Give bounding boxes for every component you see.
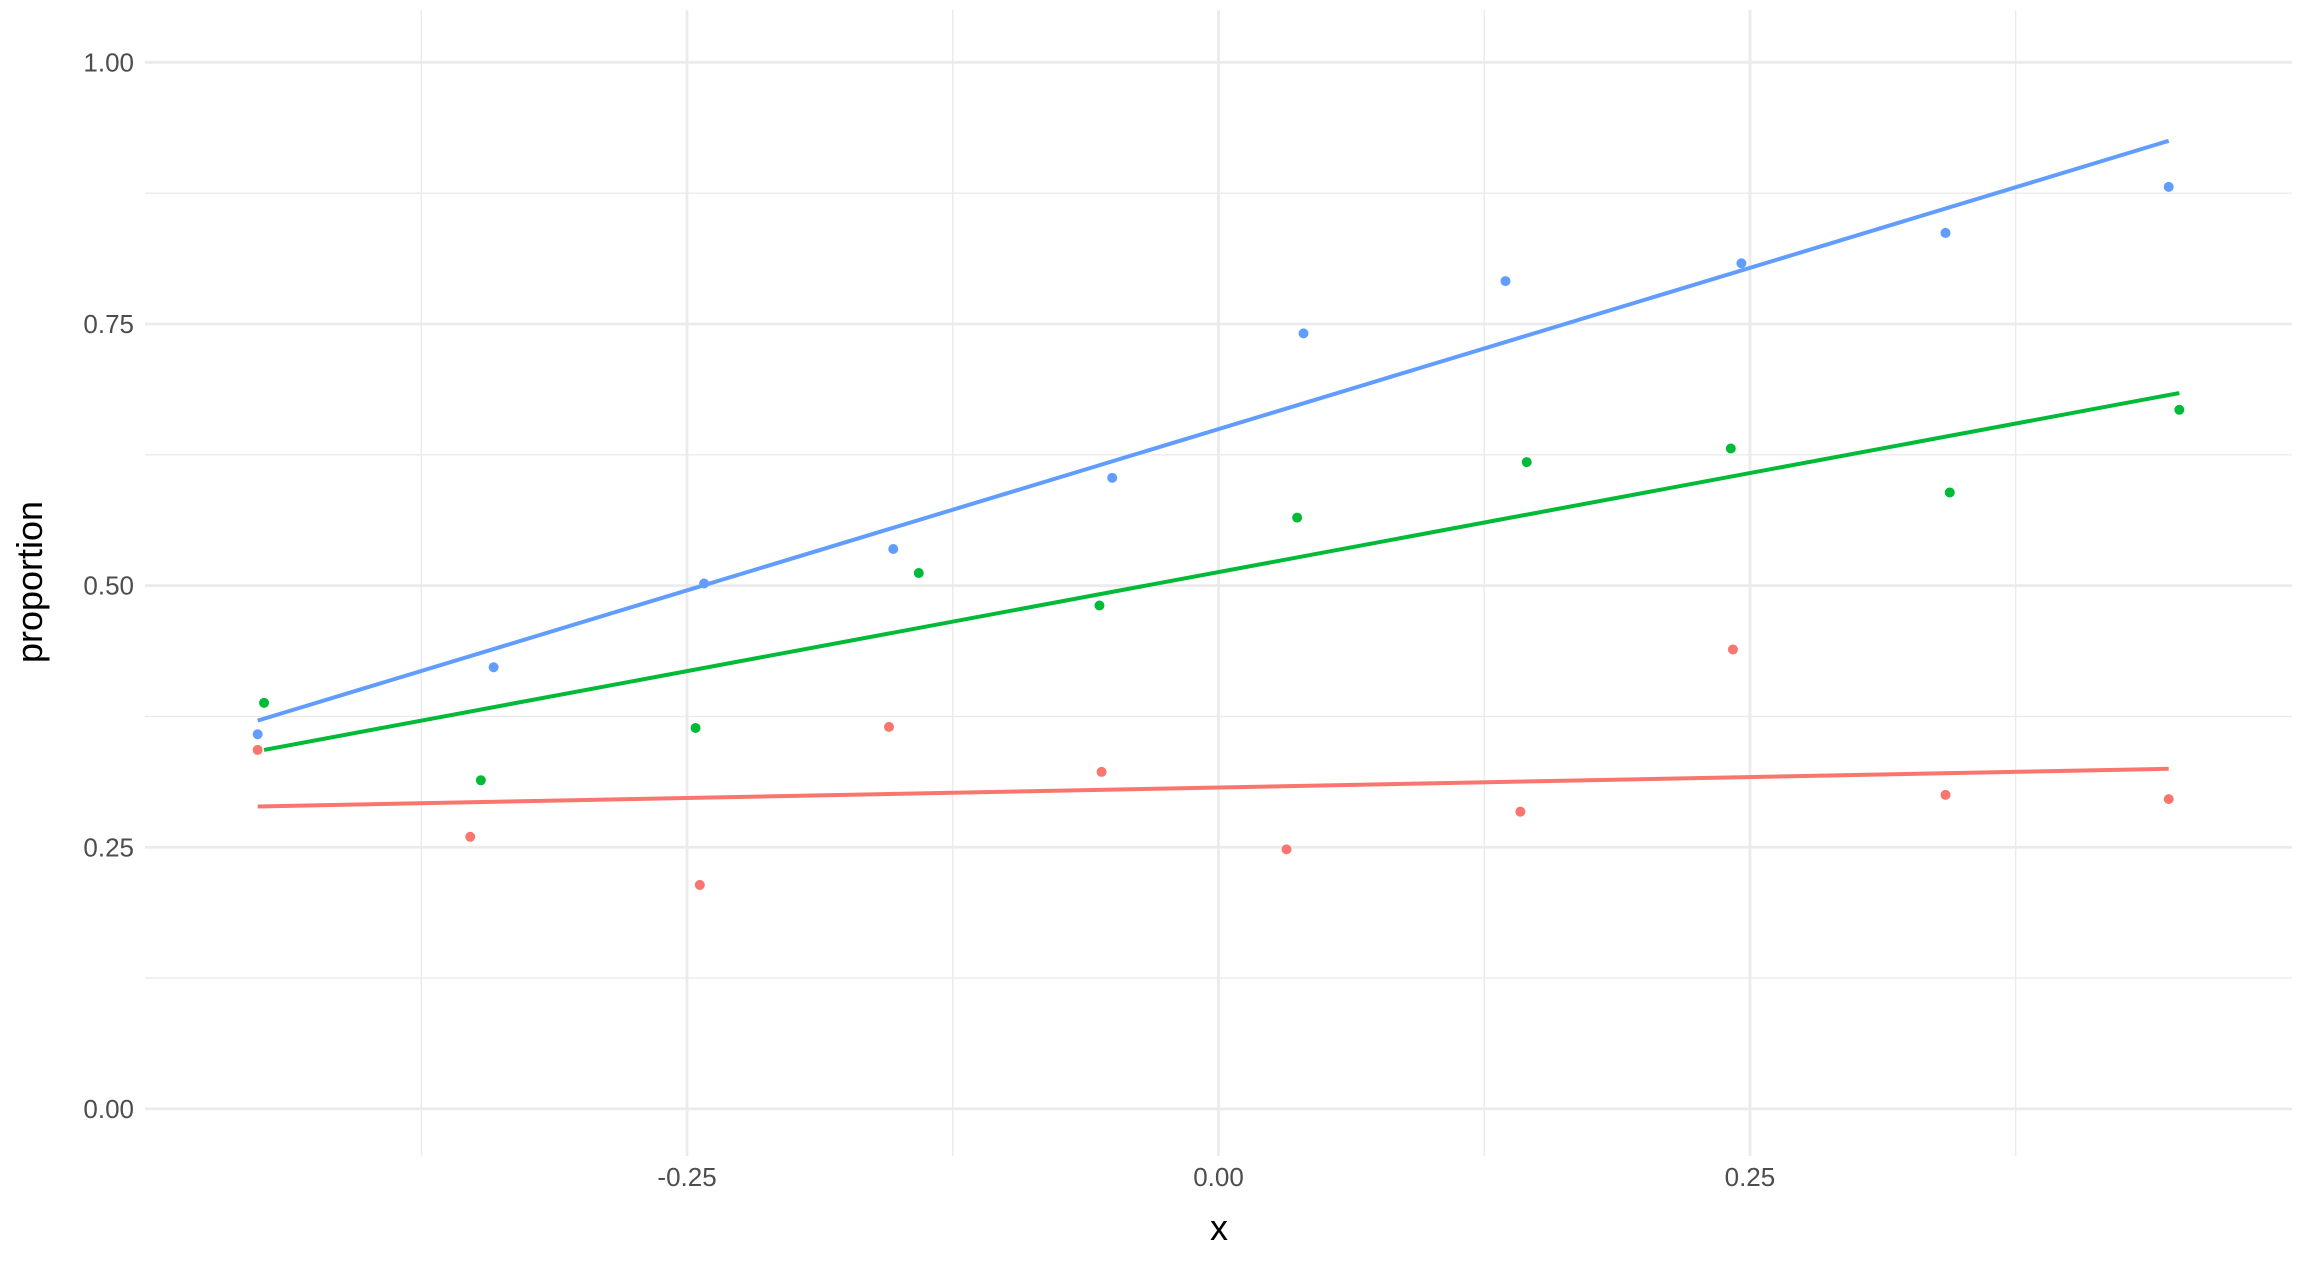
data-point-series-2 bbox=[1944, 487, 1955, 498]
data-point-series-1 bbox=[465, 831, 476, 842]
x-tick-label: -0.25 bbox=[657, 1162, 716, 1192]
data-point-series-3 bbox=[699, 578, 710, 589]
data-point-series-2 bbox=[475, 775, 486, 786]
data-point-series-1 bbox=[252, 744, 263, 755]
data-point-series-3 bbox=[252, 729, 263, 740]
data-point-series-1 bbox=[1515, 806, 1526, 817]
data-point-series-1 bbox=[2163, 794, 2174, 805]
data-point-series-3 bbox=[1500, 276, 1511, 287]
data-point-series-2 bbox=[690, 722, 701, 733]
data-point-series-1 bbox=[1727, 644, 1738, 655]
data-point-series-2 bbox=[1521, 457, 1532, 468]
data-point-series-1 bbox=[1940, 789, 1951, 800]
data-point-series-3 bbox=[1940, 227, 1951, 238]
fit-lines bbox=[257, 138, 2180, 809]
x-axis-title: x bbox=[1210, 1207, 1228, 1248]
data-point-series-1 bbox=[1096, 766, 1107, 777]
data-point-series-2 bbox=[913, 568, 924, 579]
data-point-series-2 bbox=[1725, 443, 1736, 454]
data-point-series-1 bbox=[1281, 844, 1292, 855]
data-point-series-2 bbox=[1292, 512, 1303, 523]
y-axis-title: proportion bbox=[9, 501, 50, 663]
data-point-series-1 bbox=[884, 721, 895, 732]
data-point-series-2 bbox=[1094, 600, 1105, 611]
y-tick-label: 0.25 bbox=[83, 832, 134, 862]
data-points bbox=[252, 181, 2185, 890]
data-point-series-3 bbox=[888, 543, 899, 554]
fit-line-series-3 bbox=[257, 138, 2170, 723]
data-point-series-3 bbox=[488, 662, 499, 673]
y-tick-labels: 0.00 0.25 0.50 0.75 1.00 bbox=[83, 47, 134, 1124]
x-tick-label: 0.25 bbox=[1725, 1162, 1776, 1192]
data-point-series-3 bbox=[2163, 181, 2174, 192]
y-tick-label: 0.75 bbox=[83, 309, 134, 339]
x-tick-label: 0.00 bbox=[1193, 1162, 1244, 1192]
data-point-series-2 bbox=[259, 697, 270, 708]
fit-line-series-2 bbox=[263, 391, 2180, 752]
data-point-series-1 bbox=[694, 879, 705, 890]
y-tick-label: 1.00 bbox=[83, 47, 134, 77]
major-gridlines bbox=[145, 10, 2292, 1156]
x-tick-labels: -0.25 0.00 0.25 bbox=[657, 1162, 1775, 1192]
y-tick-label: 0.00 bbox=[83, 1094, 134, 1124]
data-point-series-2 bbox=[2174, 404, 2185, 415]
data-point-series-3 bbox=[1107, 472, 1118, 483]
data-point-series-3 bbox=[1298, 328, 1309, 339]
y-tick-label: 0.50 bbox=[83, 571, 134, 601]
data-point-series-3 bbox=[1736, 258, 1747, 269]
fit-line-series-1 bbox=[257, 766, 2169, 809]
